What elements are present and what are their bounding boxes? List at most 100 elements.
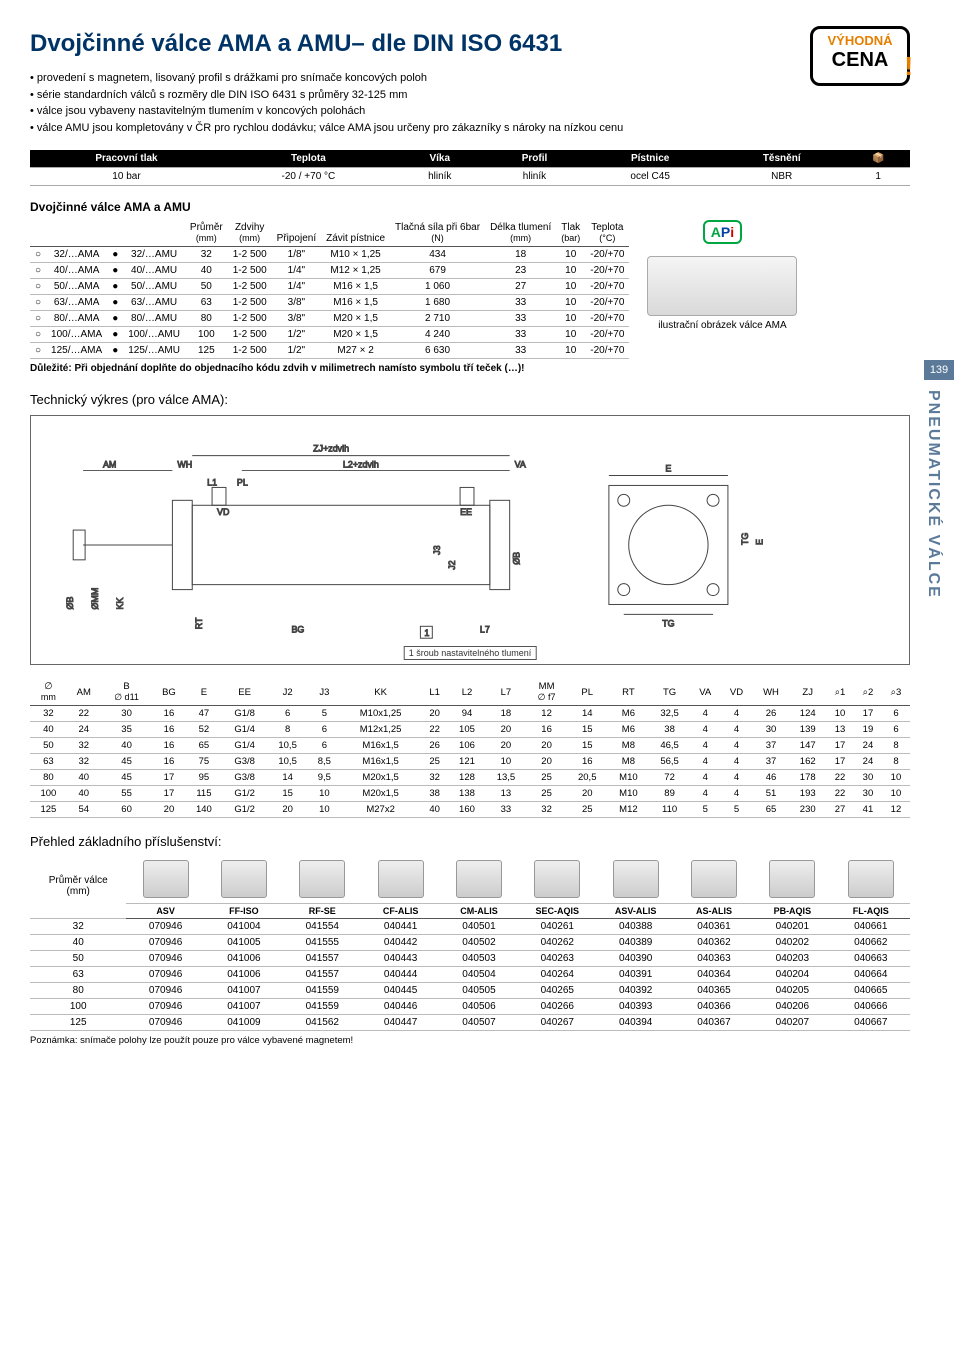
td: ● bbox=[107, 295, 123, 311]
td: G1/4 bbox=[222, 722, 267, 738]
th: Zdvihy (mm) bbox=[228, 220, 272, 247]
td: 80/…AMU bbox=[123, 311, 185, 327]
th: RT bbox=[608, 679, 649, 706]
td: M20x1,5 bbox=[341, 786, 421, 802]
accessory-icon bbox=[221, 860, 267, 898]
th bbox=[123, 220, 185, 247]
td: 30 bbox=[854, 786, 882, 802]
td: 50 bbox=[30, 738, 67, 754]
th: Tlačná síla při 6bar (N) bbox=[390, 220, 485, 247]
td: 54 bbox=[67, 802, 101, 818]
td: 5 bbox=[308, 706, 340, 722]
accessory-icon bbox=[456, 860, 502, 898]
accessory-icon bbox=[691, 860, 737, 898]
td: 15 bbox=[567, 738, 608, 754]
td: 070946 bbox=[126, 1014, 204, 1030]
td: M10 bbox=[608, 770, 649, 786]
td: 20 bbox=[421, 706, 449, 722]
td: 33 bbox=[485, 327, 556, 343]
td: 16 bbox=[527, 722, 567, 738]
td: 6 630 bbox=[390, 343, 485, 359]
td: 32 bbox=[527, 802, 567, 818]
td: 19 bbox=[854, 722, 882, 738]
td: 040394 bbox=[596, 1014, 674, 1030]
td: 040201 bbox=[753, 918, 831, 934]
td: ○ bbox=[30, 279, 46, 295]
td: ● bbox=[107, 327, 123, 343]
td: 22 bbox=[826, 770, 854, 786]
acc-image-cell bbox=[205, 855, 283, 903]
td: 10 bbox=[882, 770, 910, 786]
td: 041007 bbox=[205, 982, 283, 998]
th: FF-ISO bbox=[205, 903, 283, 918]
td: 1 680 bbox=[390, 295, 485, 311]
td: 33 bbox=[485, 295, 556, 311]
td: ○ bbox=[30, 343, 46, 359]
td: 25 bbox=[567, 802, 608, 818]
td: 10 bbox=[556, 327, 585, 343]
ordering-note: Důležité: Při objednání doplňte do objed… bbox=[30, 363, 629, 374]
td: 124 bbox=[789, 706, 826, 722]
td: 125/…AMA bbox=[46, 343, 107, 359]
td: 65 bbox=[753, 802, 790, 818]
td: 24 bbox=[854, 738, 882, 754]
td: 20 bbox=[567, 786, 608, 802]
td: 040504 bbox=[440, 966, 518, 982]
td: 80 bbox=[185, 311, 228, 327]
table-row: 5007094604100604155704044304050304026304… bbox=[30, 950, 910, 966]
td: 070946 bbox=[126, 918, 204, 934]
table-row: 5032401665G1/410,56M16x1,526106202015M84… bbox=[30, 738, 910, 754]
td: 16 bbox=[152, 722, 185, 738]
price-badge: VÝHODNÁ CENA ! bbox=[810, 26, 910, 86]
td: 51 bbox=[753, 786, 790, 802]
td: 070946 bbox=[126, 998, 204, 1014]
page-number: 139 bbox=[924, 360, 954, 380]
td: 125 bbox=[30, 1014, 126, 1030]
td: 4 240 bbox=[390, 327, 485, 343]
table-row: ○80/…AMA●80/…AMU801-2 5003/8"M20 × 1,52 … bbox=[30, 311, 629, 327]
td: 125 bbox=[185, 343, 228, 359]
td: 125/…AMU bbox=[123, 343, 185, 359]
td: 8 bbox=[882, 738, 910, 754]
td: 040262 bbox=[518, 934, 596, 950]
td: 40/…AMA bbox=[46, 263, 107, 279]
td: 4 bbox=[720, 786, 752, 802]
th: FL-AQIS bbox=[832, 903, 911, 918]
td: 1/2" bbox=[272, 343, 321, 359]
td: 17 bbox=[826, 754, 854, 770]
td: M16 × 1,5 bbox=[321, 295, 390, 311]
th: Pracovní tlak bbox=[30, 150, 223, 168]
table-row: ○100/…AMA●100/…AMU1001-2 5001/2"M20 × 1,… bbox=[30, 327, 629, 343]
td: 125 bbox=[30, 802, 67, 818]
th: Tlak (bar) bbox=[556, 220, 585, 247]
td: G1/8 bbox=[222, 706, 267, 722]
td: 89 bbox=[649, 786, 690, 802]
td: 50/…AMU bbox=[123, 279, 185, 295]
td: M12 × 1,25 bbox=[321, 263, 390, 279]
td: 25 bbox=[421, 754, 449, 770]
td: 040203 bbox=[753, 950, 831, 966]
td: 100 bbox=[185, 327, 228, 343]
td: 46,5 bbox=[649, 738, 690, 754]
td: 6 bbox=[882, 722, 910, 738]
td: 1 060 bbox=[390, 279, 485, 295]
td: M20 × 1,5 bbox=[321, 311, 390, 327]
th: Těsnění bbox=[717, 150, 846, 168]
th: ASV bbox=[126, 903, 204, 918]
acc-image-cell bbox=[675, 855, 753, 903]
td: 4 bbox=[690, 722, 720, 738]
svg-text:EE: EE bbox=[460, 507, 472, 517]
td: M20x1,5 bbox=[341, 770, 421, 786]
td: 32/…AMU bbox=[123, 247, 185, 263]
td: -20/+70 bbox=[585, 295, 629, 311]
td: ● bbox=[107, 311, 123, 327]
td: 80 bbox=[30, 982, 126, 998]
accessory-icon bbox=[378, 860, 424, 898]
td: 040265 bbox=[518, 982, 596, 998]
td: 040442 bbox=[361, 934, 439, 950]
td: M16 × 1,5 bbox=[321, 279, 390, 295]
td: 040207 bbox=[753, 1014, 831, 1030]
td: 25 bbox=[527, 770, 567, 786]
td: 32 bbox=[30, 918, 126, 934]
td: 15 bbox=[567, 722, 608, 738]
